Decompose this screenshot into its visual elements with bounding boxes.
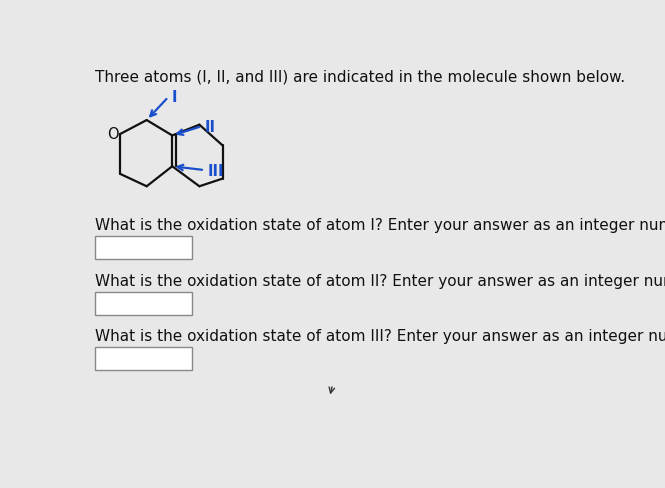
Text: What is the oxidation state of atom II? Enter your answer as an integer number.: What is the oxidation state of atom II? … [94,273,665,288]
Text: O: O [107,127,118,142]
Text: What is the oxidation state of atom I? Enter your answer as an integer number.: What is the oxidation state of atom I? E… [94,218,665,233]
Text: Three atoms (I, II, and III) are indicated in the molecule shown below.: Three atoms (I, II, and III) are indicat… [94,69,625,84]
Bar [94,347,192,370]
Bar [94,237,192,260]
Text: What is the oxidation state of atom III? Enter your answer as an integer number.: What is the oxidation state of atom III?… [94,328,665,343]
Text: II: II [205,120,216,134]
Bar [94,292,192,315]
Text: I: I [172,90,177,105]
Text: III: III [208,163,224,178]
